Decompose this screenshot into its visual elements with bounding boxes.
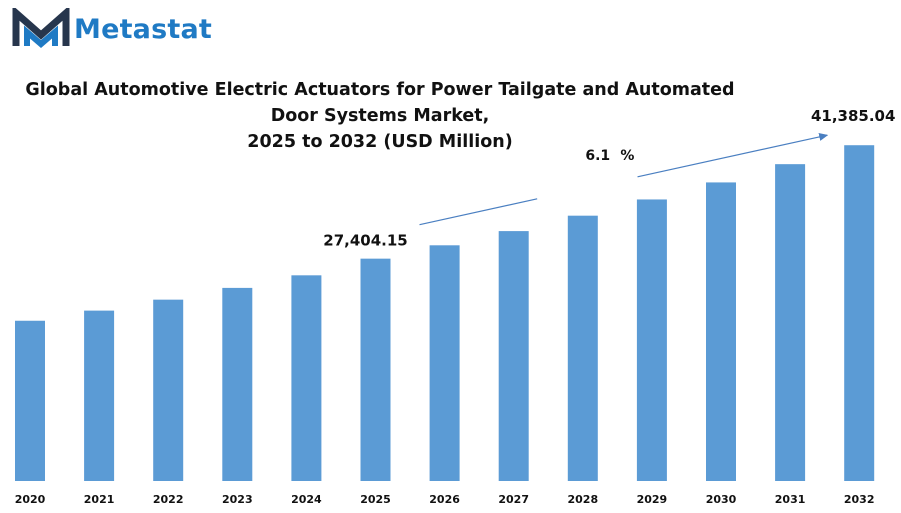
brand-logo: Metastat <box>12 8 212 50</box>
bar-2020 <box>15 320 45 481</box>
chart-title: Global Automotive Electric Actuators for… <box>20 77 740 155</box>
x-tick-label: 2024 <box>291 493 322 506</box>
bar-2030 <box>706 182 736 481</box>
growth-rate-unit: % <box>620 148 634 164</box>
x-tick-label: 2031 <box>775 493 806 506</box>
x-tick-label: 2020 <box>15 493 46 506</box>
x-tick-label: 2028 <box>567 493 598 506</box>
bar-2032 <box>844 145 875 481</box>
growth-arrow <box>637 133 829 178</box>
chart-title-line: Door Systems Market, <box>270 106 490 126</box>
x-tick-label: 2021 <box>84 493 115 506</box>
growth-rate-value: 6.1 <box>585 148 610 164</box>
x-tick-label: 2025 <box>360 493 391 506</box>
data-label-2032: 41,385.04 <box>811 107 895 125</box>
bar-2028 <box>567 215 598 482</box>
x-tick-label: 2030 <box>706 493 737 506</box>
bar-series <box>15 145 875 482</box>
brand-name: Metastat <box>74 13 213 45</box>
x-tick-label: 2023 <box>222 493 253 506</box>
x-tick-label: 2022 <box>153 493 184 506</box>
bar-2023 <box>222 287 253 481</box>
bar-2021 <box>84 310 115 481</box>
bar-2031 <box>775 164 806 481</box>
growth-annotation: 6.1% <box>419 133 829 226</box>
x-tick-label: 2026 <box>429 493 460 506</box>
chart-title-line: 2025 to 2032 (USD Million) <box>247 132 513 152</box>
bar-2022 <box>153 299 184 481</box>
bar-2026 <box>429 245 460 481</box>
bar-2024 <box>291 275 322 481</box>
chart-title-line: Global Automotive Electric Actuators for… <box>25 80 735 100</box>
x-axis-tick-labels: 2020 2021 2022 2023 2024 2025 2026 2027 2028 2029… <box>15 493 875 506</box>
x-tick-label: 2027 <box>498 493 529 506</box>
growth-arrow-line <box>419 198 538 226</box>
x-tick-label: 2032 <box>844 493 875 506</box>
x-tick-label: 2029 <box>637 493 668 506</box>
data-labels: 27,404.15 41,385.04 <box>323 107 895 249</box>
bar-2029 <box>636 199 667 481</box>
data-label-2025: 27,404.15 <box>323 232 407 250</box>
bar-2025 <box>360 258 391 481</box>
metastat-m-logo-icon <box>12 8 70 48</box>
bar-2027 <box>498 231 529 481</box>
